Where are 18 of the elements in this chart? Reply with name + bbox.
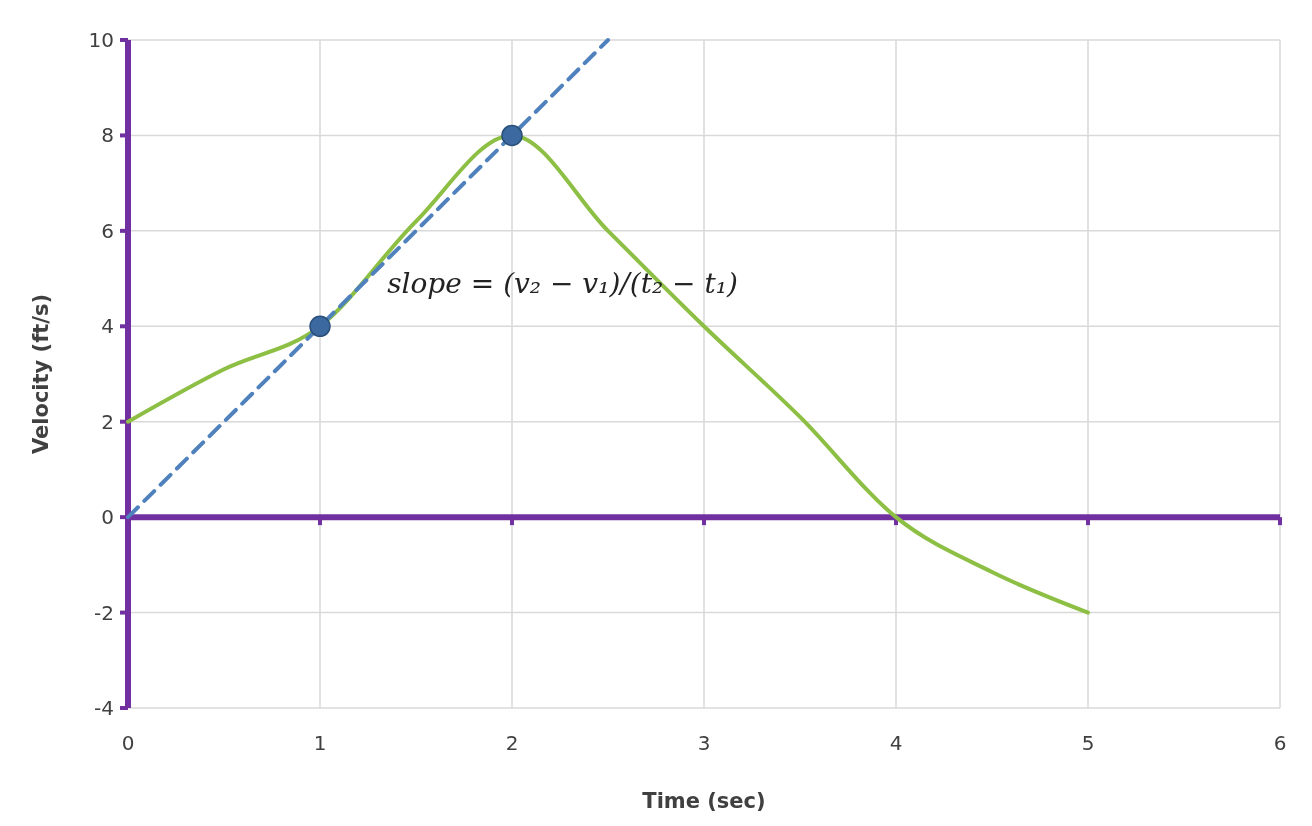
y-tick-label: 6 [101,218,114,243]
x-tick-label: 5 [1081,731,1095,755]
annotation: slope = (v₂ − v₁)/(t₂ − t₁) [387,266,738,300]
y-tick-label: 2 [101,409,114,434]
x-tick-label: 3 [697,731,711,755]
x-axis-title: Time (sec) [642,789,766,813]
y-tick-label: 10 [88,28,114,52]
x-tick-label: 1 [313,731,327,755]
y-tick-label: 4 [101,314,114,339]
x-tick-label: 2 [505,731,519,755]
x-tick-label: 0 [121,731,135,755]
x-tick-label: 6 [1273,731,1287,755]
y-tick-label: -4 [94,696,114,720]
x-tick-label: 4 [889,731,903,755]
y-tick-label: -2 [94,600,114,625]
y-tick-label: 0 [101,505,114,530]
y-tick-label: 8 [101,123,114,148]
y-axis-title: Velocity (ft/s) [29,293,53,455]
